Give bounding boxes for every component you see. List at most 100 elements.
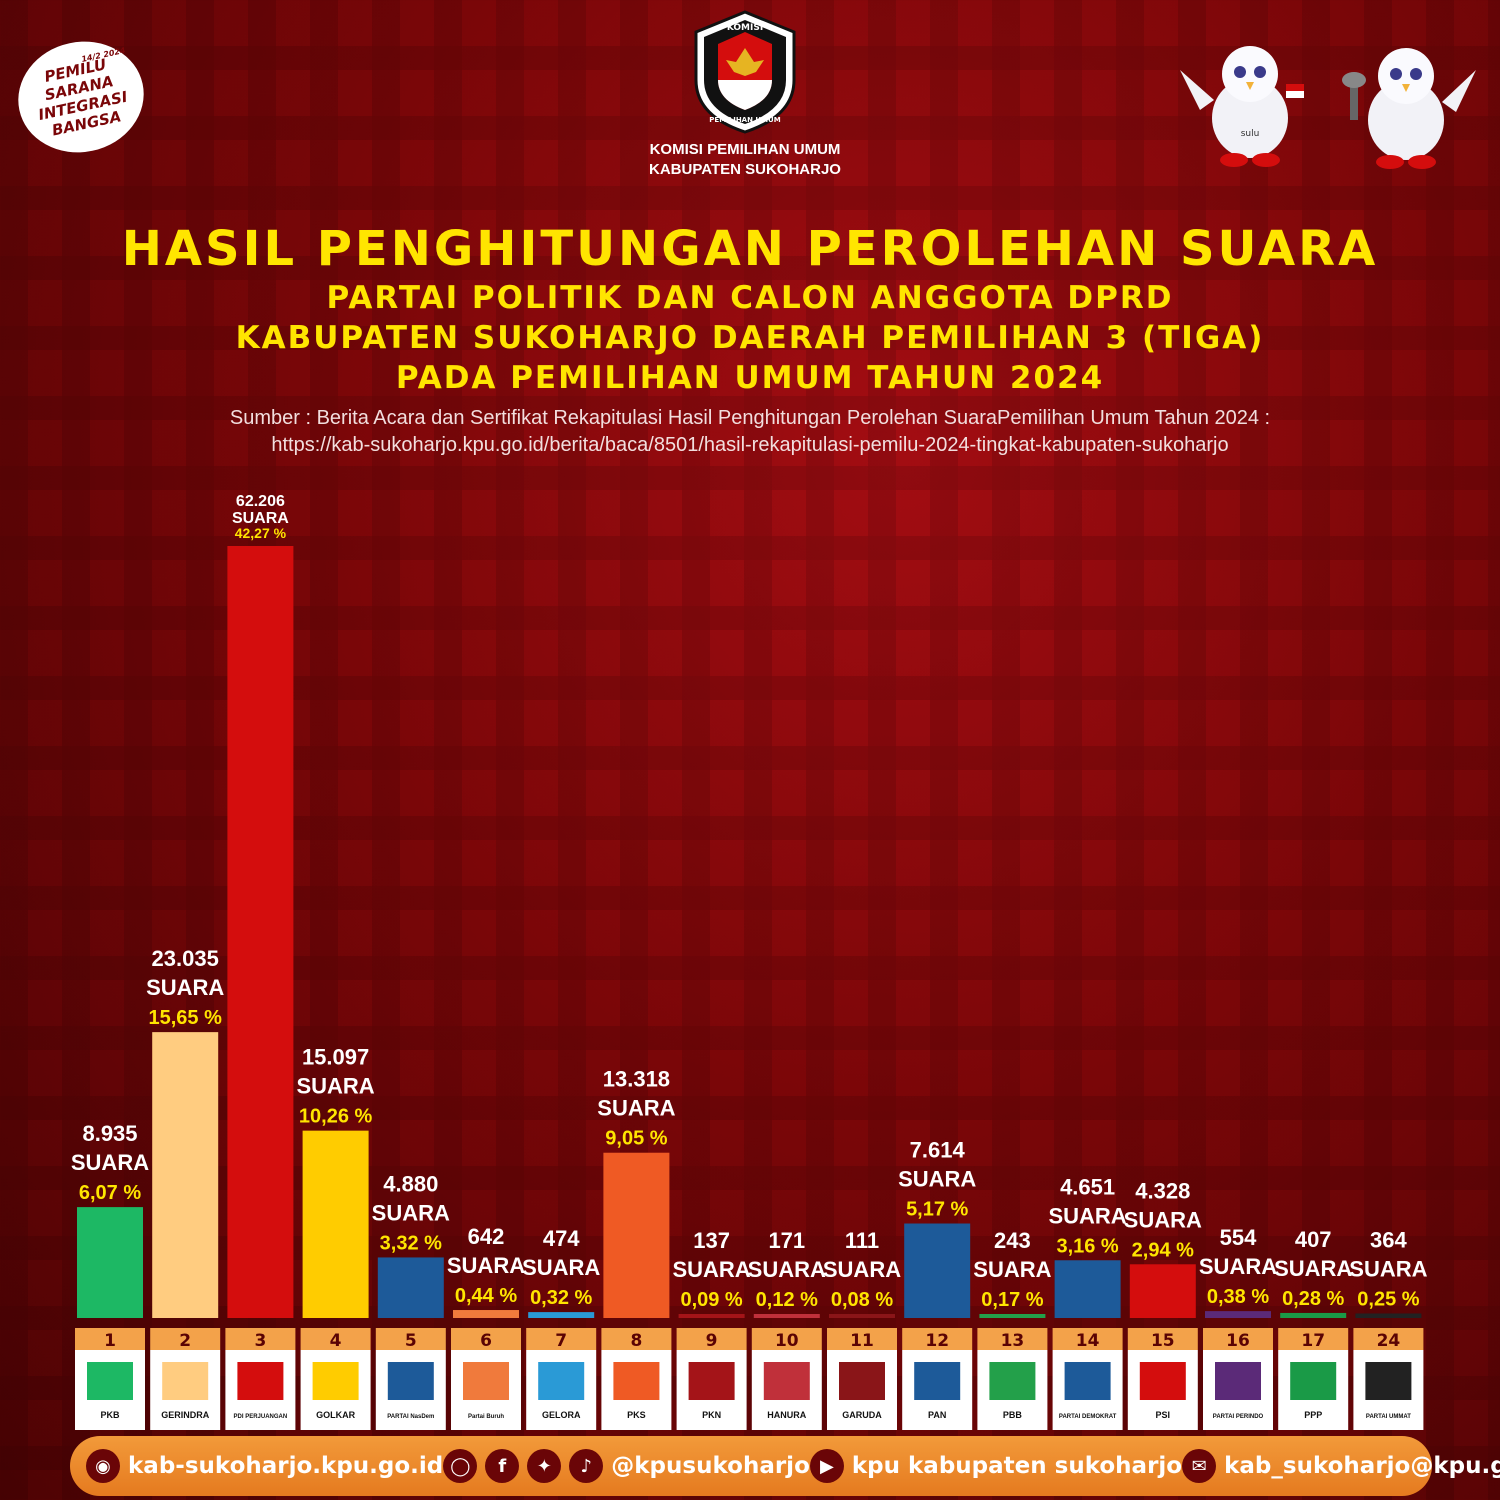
kpu-emblem-logo: KOMISI PEMILIHAN UMUM <box>694 10 796 134</box>
party-logo-text-5: PARTAI NasDem <box>387 1414 434 1420</box>
bar-17 <box>1280 1312 1347 1318</box>
unit-label-16: SUARA <box>1199 1254 1277 1279</box>
bar-14 <box>1054 1260 1121 1318</box>
unit-label-13: SUARA <box>973 1257 1051 1282</box>
category-tab-17 <box>1278 1328 1349 1350</box>
category-label-15: 15 <box>1151 1331 1175 1351</box>
category-tab-5 <box>375 1328 446 1350</box>
unit-label-14: SUARA <box>1048 1203 1126 1228</box>
footer-social-handle: @kpusukoharjo <box>611 1453 810 1479</box>
percent-label-15: 2,94 % <box>1132 1239 1194 1261</box>
unit-label-8: SUARA <box>597 1096 675 1121</box>
category-tab-4 <box>300 1328 371 1350</box>
footer-youtube[interactable]: ▶ kpu kabupaten sukoharjo <box>809 1449 1183 1483</box>
category-tab-24 <box>1353 1328 1424 1350</box>
unit-label-2: SUARA <box>146 975 224 1000</box>
percent-label-17: 0,28 % <box>1282 1288 1344 1310</box>
percent-label-10: 0,12 % <box>756 1289 818 1311</box>
category-tab-9 <box>676 1328 747 1350</box>
source-link[interactable]: https://kab-sukoharjo.kpu.go.id/berita/b… <box>271 434 1229 456</box>
source-line-1: Sumber : Berita Acara dan Sertifikat Rek… <box>229 407 1271 429</box>
percent-label-13: 0,17 % <box>981 1289 1043 1311</box>
bar-12 <box>904 1223 971 1318</box>
category-label-1: 1 <box>104 1331 116 1351</box>
party-logo-2 <box>162 1362 209 1400</box>
twitter-icon: ✦ <box>527 1449 562 1483</box>
category-tab-7 <box>526 1328 597 1350</box>
bar-6 <box>453 1310 519 1318</box>
party-logo-9 <box>688 1362 735 1400</box>
unit-label-24: SUARA <box>1349 1256 1427 1281</box>
party-logo-5 <box>387 1362 434 1400</box>
party-logo-text-10: HANURA <box>767 1410 806 1420</box>
party-logo-4 <box>312 1362 359 1400</box>
unit-label-7: SUARA <box>522 1255 600 1280</box>
title-line-1: HASIL PENGHITUNGAN PEROLEHAN SUARA <box>121 221 1379 277</box>
category-tab-6 <box>451 1328 521 1350</box>
bar-15 <box>1129 1264 1196 1318</box>
category-tab-1 <box>75 1328 145 1350</box>
percent-label-8: 9,05 % <box>605 1128 667 1150</box>
category-label-10: 10 <box>775 1331 799 1351</box>
unit-label-5: SUARA <box>372 1200 450 1225</box>
footer-social[interactable]: ◯ f ✦ ♪ @kpusukoharjo <box>443 1449 810 1483</box>
party-logo-text-13: PBB <box>1003 1410 1023 1420</box>
title-line-2: PARTAI POLITIK DAN CALON ANGGOTA DPRD <box>326 280 1174 316</box>
unit-label-4: SUARA <box>296 1074 374 1099</box>
party-logo-text-12: PAN <box>928 1410 946 1420</box>
footer-email-text: kab_sukoharjo@kpu.go.id <box>1224 1453 1500 1479</box>
bar-11 <box>829 1314 895 1318</box>
bar-7 <box>528 1312 595 1318</box>
title-line-3: KABUPATEN SUKOHARJO DAERAH PEMILIHAN 3 (… <box>235 320 1265 356</box>
bar-1 <box>77 1207 143 1318</box>
category-label-4: 4 <box>330 1331 342 1351</box>
bar-5 <box>377 1257 444 1318</box>
unit-label-9: SUARA <box>672 1257 750 1282</box>
percent-label-2: 15,65 % <box>149 1007 223 1029</box>
percent-label-7: 0,32 % <box>530 1287 592 1309</box>
party-logo-11 <box>839 1362 885 1400</box>
category-label-2: 2 <box>179 1331 191 1351</box>
party-logo-10 <box>763 1362 810 1400</box>
value-label-24: 364 <box>1370 1227 1407 1252</box>
category-label-6: 6 <box>480 1331 492 1351</box>
party-logo-text-24: PARTAI UMMAT <box>1366 1414 1411 1420</box>
party-logo-24 <box>1365 1362 1412 1400</box>
title-block: HASIL PENGHITUNGAN PEROLEHAN SUARA PARTA… <box>0 220 1500 398</box>
value-label-12: 7.614 <box>910 1138 966 1163</box>
bar-9 <box>678 1314 745 1318</box>
party-logo-text-17: PPP <box>1304 1410 1322 1420</box>
percent-label-16: 0,38 % <box>1207 1286 1269 1308</box>
category-label-11: 11 <box>850 1331 874 1351</box>
percent-label-1: 6,07 % <box>79 1182 141 1204</box>
youtube-icon: ▶ <box>809 1449 844 1483</box>
category-tab-10 <box>751 1328 822 1350</box>
tiktok-icon: ♪ <box>569 1449 604 1483</box>
value-label-6: 642 <box>468 1224 505 1249</box>
category-label-12: 12 <box>925 1331 949 1351</box>
footer-email[interactable]: ✉ kab_sukoharjo@kpu.go.id <box>1182 1449 1500 1483</box>
percent-label-11: 0,08 % <box>831 1289 893 1311</box>
percent-label-4: 10,26 % <box>299 1106 373 1128</box>
party-logo-8 <box>613 1362 660 1400</box>
percent-label-12: 5,17 % <box>906 1199 968 1221</box>
mascot-label: sulu <box>1241 129 1260 139</box>
emblem-bottom-text: PEMILIHAN UMUM <box>709 116 780 124</box>
value-label-15: 4.328 <box>1135 1178 1190 1203</box>
party-logo-7 <box>538 1362 585 1400</box>
unit-label-17: SUARA <box>1274 1256 1352 1281</box>
value-label-4: 15.097 <box>302 1045 369 1070</box>
bar-2 <box>152 1032 219 1318</box>
category-label-5: 5 <box>405 1331 417 1351</box>
org-line-2: KABUPATEN SUKOHARJO <box>649 161 841 178</box>
percent-label-3: 42,27 % <box>235 525 287 541</box>
footer-youtube-text: kpu kabupaten sukoharjo <box>851 1453 1183 1479</box>
unit-label-6: SUARA <box>447 1253 525 1278</box>
footer-website[interactable]: ◉ kab-sukoharjo.kpu.go.id <box>86 1449 443 1483</box>
bar-10 <box>753 1314 820 1318</box>
party-logo-14 <box>1064 1362 1111 1400</box>
instagram-icon: ◯ <box>443 1449 478 1483</box>
party-logo-text-14: PARTAI DEMOKRAT <box>1059 1414 1117 1420</box>
value-label-11: 111 <box>845 1228 879 1253</box>
party-logo-text-6: Partai Buruh <box>468 1414 504 1420</box>
